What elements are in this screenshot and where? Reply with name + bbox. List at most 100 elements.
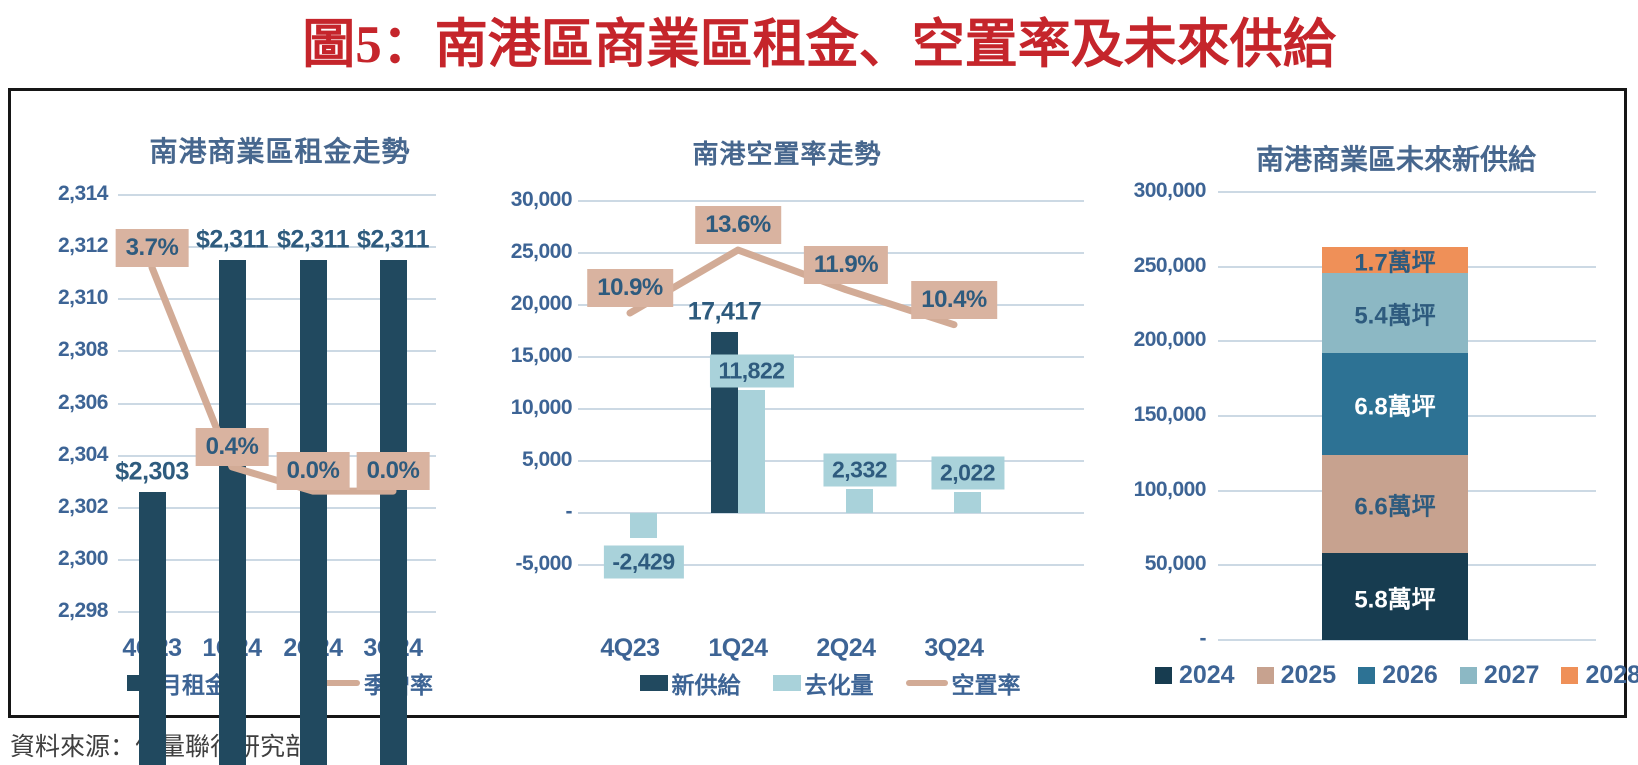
vacancy-chart-legend: 新供給 去化量 空置率: [580, 666, 1080, 700]
figure-title: 圖5：南港區商業區租金、空置率及未來供給: [302, 16, 1336, 74]
vacancy-x-tick-label: 1Q24: [708, 634, 768, 662]
vacancy-bar: [954, 491, 981, 513]
supply-chart-title: 南港商業區未來新供給: [1255, 144, 1536, 175]
supply-chart-legend: 2024 2025 2026 2027 2028: [1154, 661, 1638, 690]
supply-y-tick-label: 150,000: [1133, 403, 1207, 426]
supply-segment-label: 1.7萬坪: [1354, 249, 1436, 277]
rent-y-tick-label: 2,298: [57, 599, 109, 622]
year-2026-legend-label: 2026: [1382, 661, 1438, 689]
vacancy-bar: [738, 390, 765, 513]
supply-gridline: [1218, 191, 1596, 193]
vacancy-bar-value-label: 17,417: [687, 297, 762, 326]
new-supply-swatch: [639, 675, 668, 691]
vacancy-gridline: [578, 356, 1084, 358]
vacancy-x-tick-label: 3Q24: [924, 634, 984, 662]
rent-y-tick-label: 2,300: [57, 546, 109, 570]
vacancy-y-tick-label: 30,000: [510, 188, 573, 211]
rent-y-tick-label: 2,312: [57, 234, 109, 258]
year-2024-legend-label: 2024: [1178, 661, 1235, 689]
vacancy-bar: [846, 488, 873, 513]
supply-y-tick-label: 100,000: [1133, 477, 1207, 501]
rent-bar-value-label: $2,311: [195, 225, 269, 254]
rent-chart-title: 南港商業區租金走勢: [149, 136, 411, 167]
vacancy-gridline: [578, 512, 1084, 514]
supply-gridline: [1218, 639, 1596, 641]
vacancy-rate-swatch: [905, 680, 948, 686]
supply-y-tick-label: 300,000: [1133, 179, 1207, 202]
year-2028-legend-label: 2028: [1585, 661, 1638, 689]
rent-y-tick-label: 2,308: [57, 338, 109, 362]
vacancy-bar: [630, 513, 657, 539]
supply-segment-label: 5.4萬坪: [1354, 302, 1436, 330]
year-2027-swatch: [1459, 667, 1477, 684]
vacancy-y-tick-label: 25,000: [510, 240, 573, 263]
rent-bar-value-label: $2,311: [356, 225, 430, 254]
vacancy-gridline: [578, 408, 1084, 410]
vacancy-y-tick-label: -: [565, 500, 573, 523]
supply-segment-2025: [1322, 454, 1468, 554]
supply-segment-2024: [1322, 553, 1468, 640]
supply-segment-2028: [1322, 247, 1468, 273]
net-absorption-swatch: [772, 675, 801, 691]
vacancy-rate-legend-label: 空置率: [951, 672, 1021, 698]
rent-bar: [299, 260, 327, 765]
vacancy-y-tick-label: -5,000: [515, 552, 572, 575]
rent-gridline: [118, 194, 436, 196]
rent-line-value-label: 0.0%: [276, 452, 350, 491]
vacancy-x-tick-label: 2Q24: [816, 634, 876, 662]
vacancy-x-tick-label: 4Q23: [600, 634, 660, 662]
rent-bar-value-label: $2,311: [276, 225, 350, 254]
vacancy-y-tick-label: 20,000: [510, 292, 573, 315]
rent-gridline: [118, 506, 436, 509]
rent-line-value-label: 3.7%: [115, 228, 189, 267]
vacancy-y-tick-label: 10,000: [510, 396, 573, 419]
rent-gridline: [118, 558, 436, 561]
rent-y-tick-label: 2,310: [57, 286, 109, 310]
vacancy-chart-title: 南港空置率走勢: [692, 139, 882, 169]
supply-y-tick-label: -: [1199, 627, 1207, 650]
rent-y-tick-label: 2,302: [57, 494, 109, 518]
vacancy-y-tick-label: 15,000: [510, 344, 573, 367]
rent-bar: [379, 260, 407, 765]
new-supply-legend-label: 新供給: [671, 672, 741, 698]
supply-segment-2026: [1322, 353, 1468, 455]
year-2025-legend-label: 2025: [1280, 661, 1337, 689]
supply-segment-label: 6.6萬坪: [1354, 493, 1436, 521]
vacancy-line-value-label: 10.4%: [911, 280, 997, 319]
year-2025-swatch: [1256, 667, 1274, 684]
vacancy-bar-value-label: 2,332: [822, 453, 897, 487]
vacancy-gridline: [578, 200, 1084, 202]
supply-y-tick-label: 50,000: [1144, 552, 1207, 576]
vacancy-bar-value-label: 11,822: [709, 354, 794, 388]
vacancy-line-value-label: 10.9%: [587, 269, 673, 307]
rent-bar-value-label: $2,303: [115, 457, 189, 486]
supply-segment-2027: [1322, 272, 1468, 354]
qoq-growth-swatch: [318, 680, 360, 686]
net-absorption-legend-label: 去化量: [804, 672, 874, 698]
vacancy-line-value-label: 11.9%: [803, 245, 889, 284]
rent-line-value-label: 0.0%: [356, 452, 430, 491]
rent-y-tick-label: 2,306: [57, 390, 109, 414]
rent-bar: [218, 260, 246, 765]
vacancy-line-value-label: 13.6%: [695, 206, 781, 244]
rent-y-tick-label: 2,304: [57, 442, 109, 466]
supply-segment-label: 6.8萬坪: [1354, 393, 1436, 421]
year-2024-swatch: [1154, 667, 1172, 684]
supply-y-tick-label: 250,000: [1133, 253, 1207, 277]
year-2027-legend-label: 2027: [1483, 661, 1540, 689]
year-2028-swatch: [1561, 667, 1579, 684]
rent-y-tick-label: 2,314: [57, 182, 109, 205]
rent-gridline: [118, 246, 436, 249]
vacancy-y-tick-label: 5,000: [521, 448, 573, 471]
monthly-rent-legend-label: 月租金: [159, 672, 228, 698]
vacancy-gridline: [578, 564, 1084, 566]
rent-gridline: [118, 611, 436, 613]
supply-segment-label: 5.8萬坪: [1354, 586, 1436, 614]
supply-y-tick-label: 200,000: [1133, 328, 1207, 352]
vacancy-bar-value-label: -2,429: [603, 545, 684, 579]
vacancy-bar-value-label: 2,022: [930, 456, 1005, 490]
rent-line-value-label: 0.4%: [195, 427, 269, 466]
year-2026-swatch: [1358, 667, 1376, 684]
rent-bar: [138, 492, 166, 765]
